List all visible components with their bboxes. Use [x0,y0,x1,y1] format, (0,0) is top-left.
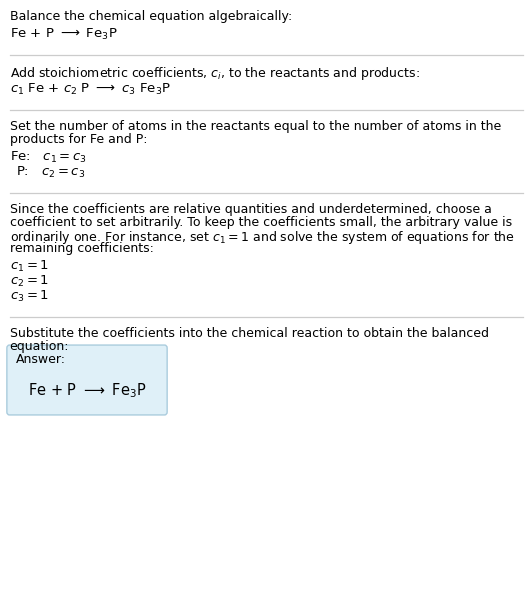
Text: products for Fe and P:: products for Fe and P: [10,133,147,146]
Text: Fe + P $\longrightarrow$ Fe$_3$P: Fe + P $\longrightarrow$ Fe$_3$P [28,382,146,401]
Text: Since the coefficients are relative quantities and underdetermined, choose a: Since the coefficients are relative quan… [10,203,492,216]
Text: Answer:: Answer: [16,353,66,366]
Text: ordinarily one. For instance, set $c_1 = 1$ and solve the system of equations fo: ordinarily one. For instance, set $c_1 =… [10,229,515,246]
Text: remaining coefficients:: remaining coefficients: [10,242,153,255]
Text: $c_1$ Fe + $c_2$ P $\longrightarrow$ $c_3$ Fe$_3$P: $c_1$ Fe + $c_2$ P $\longrightarrow$ $c_… [10,82,170,97]
Text: Balance the chemical equation algebraically:: Balance the chemical equation algebraica… [10,10,292,23]
Text: Fe:   $c_1 = c_3$: Fe: $c_1 = c_3$ [10,150,87,165]
Text: $c_1 = 1$: $c_1 = 1$ [10,259,49,274]
Text: Set the number of atoms in the reactants equal to the number of atoms in the: Set the number of atoms in the reactants… [10,120,501,133]
Text: Fe + P $\longrightarrow$ Fe$_3$P: Fe + P $\longrightarrow$ Fe$_3$P [10,27,117,42]
Text: coefficient to set arbitrarily. To keep the coefficients small, the arbitrary va: coefficient to set arbitrarily. To keep … [10,216,512,229]
Text: Add stoichiometric coefficients, $c_i$, to the reactants and products:: Add stoichiometric coefficients, $c_i$, … [10,65,419,82]
Text: Substitute the coefficients into the chemical reaction to obtain the balanced: Substitute the coefficients into the che… [10,327,488,340]
FancyBboxPatch shape [7,345,167,415]
Text: $c_2 = 1$: $c_2 = 1$ [10,274,49,289]
Text: P:   $c_2 = c_3$: P: $c_2 = c_3$ [16,165,85,180]
Text: equation:: equation: [10,340,69,353]
Text: $c_3 = 1$: $c_3 = 1$ [10,289,49,304]
